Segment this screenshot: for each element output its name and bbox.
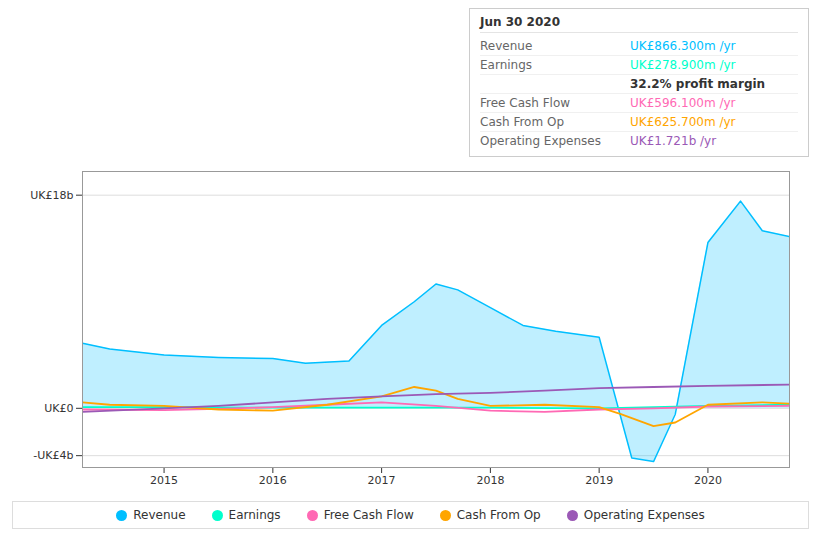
- html-text:UK£1.721b /yr: UK£1.721b /yr: [630, 134, 717, 148]
- html-text:Earnings: Earnings: [228, 508, 281, 522]
- html-text:Cash From Op: Cash From Op: [480, 115, 564, 129]
- svg-text:2015: 2015: [150, 474, 178, 487]
- html-text:UK£625.700m /yr: UK£625.700m /yr: [630, 115, 736, 129]
- html-text:UK£278.900m /yr: UK£278.900m /yr: [630, 58, 736, 72]
- html-text:Operating Expenses: Operating Expenses: [583, 508, 705, 522]
- html-text:Revenue: Revenue: [480, 39, 533, 53]
- svg-text:UK£18b: UK£18b: [30, 189, 73, 202]
- html-text:Free Cash Flow: Free Cash Flow: [480, 96, 571, 110]
- svg-text:2018: 2018: [476, 474, 504, 487]
- html-text:UK£596.100m /yr: UK£596.100m /yr: [630, 96, 736, 110]
- svg-text:2017: 2017: [368, 474, 396, 487]
- svg-text:2016: 2016: [259, 474, 287, 487]
- html-text:Earnings: Earnings: [480, 58, 533, 72]
- svg-text:UK£0: UK£0: [44, 402, 73, 415]
- html-text:Revenue: Revenue: [133, 508, 186, 522]
- html-text:Operating Expenses: Operating Expenses: [480, 134, 601, 148]
- svg-text:2019: 2019: [585, 474, 613, 487]
- svg-text:2020: 2020: [694, 474, 722, 487]
- html-text:Free Cash Flow: Free Cash Flow: [323, 508, 414, 522]
- html-text:Cash From Op: Cash From Op: [456, 508, 541, 522]
- html-text:32.2% profit margin: 32.2% profit margin: [630, 77, 766, 91]
- svg-text:-UK£4b: -UK£4b: [33, 449, 73, 462]
- html-text:Jun 30 2020: Jun 30 2020: [480, 15, 560, 29]
- html-text:UK£866.300m /yr: UK£866.300m /yr: [630, 39, 736, 53]
